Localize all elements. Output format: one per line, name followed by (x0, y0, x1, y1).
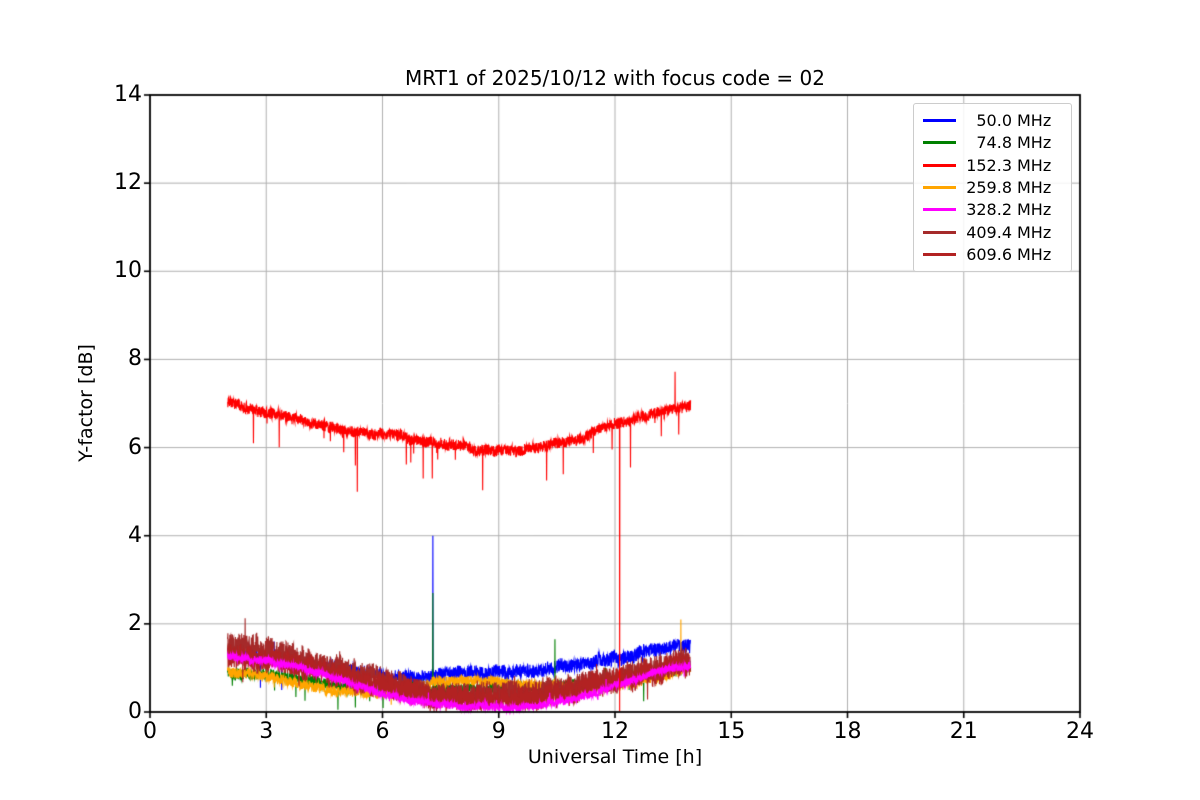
legend-line-swatch (923, 119, 956, 122)
x-tick-label: 12 (601, 719, 629, 744)
legend-item-unit: MHz (1017, 200, 1052, 220)
legend-item: 328.2 MHz (923, 200, 1062, 219)
legend-item-unit: MHz (1017, 111, 1052, 130)
y-tick-label: 12 (114, 170, 142, 196)
legend-item-unit: MHz (1017, 177, 1052, 197)
y-tick-label: 4 (128, 522, 142, 548)
x-tick-label: 18 (833, 719, 862, 744)
y-axis-label: Y-factor [dB] (75, 344, 97, 462)
legend-item-unit: MHz (1017, 133, 1052, 153)
legend-item: 609.6 MHz (923, 245, 1062, 264)
legend-item: 74.8 MHz (923, 133, 1062, 152)
legend-line-swatch (923, 252, 956, 256)
legend-line-swatch (923, 163, 956, 167)
legend-line-swatch (923, 185, 956, 189)
x-tick-label: 24 (1066, 719, 1094, 744)
legend-item-label: 328.2 (966, 200, 1012, 220)
legend-item: 50.0 MHz (923, 111, 1062, 130)
y-tick-label: 0 (128, 699, 142, 724)
y-tick-label: 6 (128, 434, 142, 460)
y-tick-label: 14 (114, 82, 142, 107)
legend-line-swatch (923, 208, 956, 212)
x-tick-label: 15 (717, 719, 746, 744)
legend-item-unit: MHz (1017, 222, 1052, 242)
legend-item: 259.8 MHz (923, 178, 1062, 197)
legend-item-label: 50.0 (976, 111, 1012, 130)
x-tick-label: 0 (143, 719, 157, 744)
legend-item: 152.3 MHz (923, 156, 1062, 175)
legend-item-label: 409.4 (966, 222, 1012, 242)
x-tick-label: 9 (491, 719, 506, 744)
legend-item-label: 152.3 (966, 155, 1012, 175)
legend-item: 409.4 MHz (923, 223, 1062, 242)
y-tick-label: 10 (114, 258, 142, 284)
x-tick-label: 3 (259, 719, 274, 744)
legend-line-swatch (923, 230, 956, 234)
legend-item-label: 74.8 (976, 133, 1012, 153)
legend-item-label: 259.8 (966, 177, 1012, 197)
legend-item-label: 609.6 (966, 244, 1012, 264)
legend-item-unit: MHz (1017, 155, 1052, 175)
legend-item-unit: MHz (1017, 244, 1052, 264)
y-tick-label: 2 (128, 610, 142, 636)
y-tick-label: 8 (128, 346, 142, 372)
x-tick-label: 21 (949, 719, 978, 744)
legend: 50.0 MHz 74.8 MHz 152.3 MHz 259.8 MHz 328.2 MHz 40… (913, 103, 1072, 272)
x-tick-label: 6 (375, 719, 390, 744)
x-axis-label: Universal Time [h] (527, 746, 703, 768)
chart-title: MRT1 of 2025/10/12 with focus code = 02 (405, 66, 825, 90)
legend-line-swatch (923, 141, 956, 145)
